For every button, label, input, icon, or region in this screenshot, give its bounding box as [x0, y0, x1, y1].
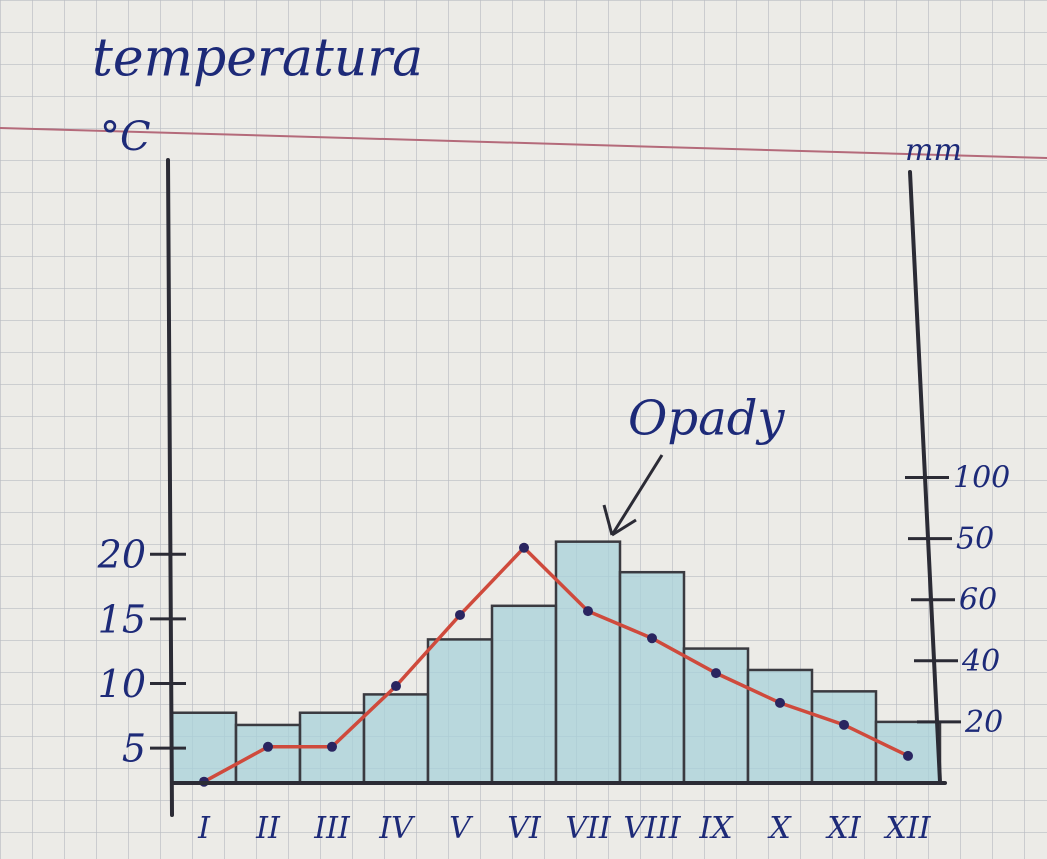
point — [263, 741, 273, 752]
x-tick-label: VIII — [623, 811, 681, 846]
margin-line — [0, 127, 1047, 159]
x-tick-label: XI — [825, 811, 861, 846]
point — [839, 719, 849, 730]
x-tick-label: VII — [565, 811, 612, 846]
point — [647, 633, 657, 644]
bar — [362, 693, 430, 785]
point — [903, 750, 913, 761]
x-tick-label: X — [767, 811, 792, 846]
y-axis — [166, 158, 174, 817]
bar — [618, 570, 686, 785]
y-tick-label: 5 — [122, 727, 146, 771]
point — [519, 542, 529, 553]
point — [711, 668, 721, 679]
point — [327, 741, 337, 752]
y2-tick-label: 60 — [959, 583, 997, 618]
bar — [426, 638, 494, 785]
point — [583, 606, 593, 617]
y-tick-label: 20 — [97, 533, 146, 577]
y2-tick-label: 50 — [956, 522, 994, 557]
y-tick-label: 15 — [98, 597, 146, 641]
x-tick-label: III — [313, 811, 351, 846]
bar — [746, 668, 814, 785]
line — [203, 545, 909, 784]
x-tick-label: I — [197, 811, 211, 846]
x-tick-label: VI — [507, 811, 542, 846]
y2-axis-label: mm — [905, 133, 962, 168]
annotation-arrow — [602, 454, 664, 537]
y2-tick-label: 40 — [961, 644, 1000, 679]
x-tick-label: IX — [698, 811, 734, 846]
y-tick-label: 10 — [98, 662, 146, 706]
bar — [490, 604, 558, 785]
point — [455, 609, 465, 620]
bar — [554, 540, 622, 785]
x-tick-label: IV — [378, 811, 416, 846]
bar — [234, 723, 302, 785]
point — [775, 697, 785, 708]
y-axis-label: °C — [100, 114, 151, 160]
chart-title: temperatura — [92, 29, 423, 89]
y2-tick-label: 100 — [953, 461, 1010, 496]
x-tick-label: XII — [883, 811, 931, 846]
x-tick-label: II — [255, 811, 281, 846]
x-tick-label: V — [449, 811, 474, 846]
point — [391, 681, 401, 692]
y2-tick-label: 20 — [964, 705, 1003, 740]
annotation: Opady — [628, 391, 785, 447]
